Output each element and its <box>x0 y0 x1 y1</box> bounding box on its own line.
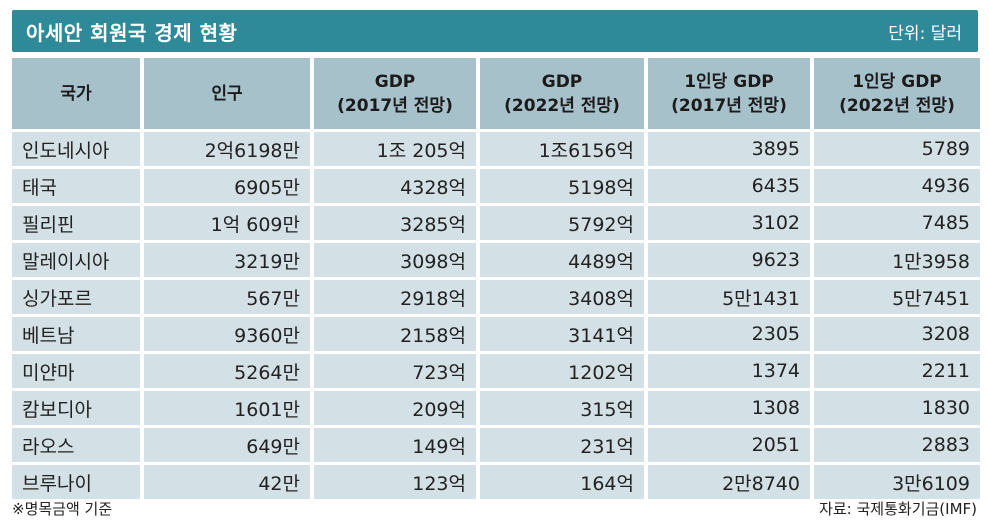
cell-gdp-per-capita-2022: 5만7451 <box>814 280 980 314</box>
cell-gdp-2022: 231억 <box>480 428 644 462</box>
header-label: GDP <box>541 71 583 92</box>
header-sublabel: (2017년 전망) <box>671 95 787 116</box>
unit-label: 단위: 달러 <box>888 23 962 44</box>
header-label: GDP <box>374 71 416 92</box>
cell-gdp-2017: 1조 205억 <box>314 132 476 166</box>
cell-population: 649만 <box>144 428 310 462</box>
source-note: 자료: 국제통화기금(IMF) <box>819 500 977 518</box>
cell-gdp-2017: 723억 <box>314 354 476 388</box>
cell-gdp-2022: 3141억 <box>480 317 644 351</box>
cell-gdp-2017: 209억 <box>314 391 476 425</box>
header-country: 국가 <box>12 58 140 129</box>
header-label: 인구 <box>211 83 243 104</box>
cell-gdp-2022: 1202억 <box>480 354 644 388</box>
cell-gdp-2017: 3285억 <box>314 206 476 240</box>
cell-country: 캄보디아 <box>12 391 140 425</box>
cell-population: 1601만 <box>144 391 310 425</box>
header-sublabel: (2022년 전망) <box>504 95 620 116</box>
header-gdp-per-capita-2017: 1인당 GDP (2017년 전망) <box>648 58 810 129</box>
cell-gdp-2017: 123억 <box>314 465 476 499</box>
cell-gdp-per-capita-2017: 3102 <box>648 206 810 240</box>
cell-gdp-per-capita-2017: 9623 <box>648 243 810 277</box>
cell-gdp-2017: 4328억 <box>314 169 476 203</box>
cell-gdp-2022: 164억 <box>480 465 644 499</box>
header-population: 인구 <box>144 58 310 129</box>
cell-gdp-per-capita-2022: 3만6109 <box>814 465 980 499</box>
cell-population: 2억6198만 <box>144 132 310 166</box>
cell-gdp-2017: 149억 <box>314 428 476 462</box>
cell-population: 6905만 <box>144 169 310 203</box>
cell-country: 라오스 <box>12 428 140 462</box>
cell-gdp-per-capita-2022: 4936 <box>814 169 980 203</box>
cell-gdp-per-capita-2017: 5만1431 <box>648 280 810 314</box>
cell-gdp-per-capita-2022: 2211 <box>814 354 980 388</box>
header-label: 1인당 GDP <box>684 71 774 92</box>
cell-gdp-2022: 4489억 <box>480 243 644 277</box>
cell-gdp-2022: 315억 <box>480 391 644 425</box>
cell-population: 3219만 <box>144 243 310 277</box>
cell-gdp-2017: 2918억 <box>314 280 476 314</box>
cell-population: 42만 <box>144 465 310 499</box>
cell-gdp-2022: 3408억 <box>480 280 644 314</box>
header-label: 국가 <box>60 83 92 104</box>
title-bar: 아세안 회원국 경제 현황 단위: 달러 <box>12 10 978 52</box>
cell-gdp-2022: 5792억 <box>480 206 644 240</box>
cell-population: 567만 <box>144 280 310 314</box>
header-label: 1인당 GDP <box>852 71 942 92</box>
cell-gdp-2022: 5198억 <box>480 169 644 203</box>
header-gdp-per-capita-2022: 1인당 GDP (2022년 전망) <box>814 58 980 129</box>
cell-country: 태국 <box>12 169 140 203</box>
cell-gdp-per-capita-2022: 1만3958 <box>814 243 980 277</box>
cell-country: 싱가포르 <box>12 280 140 314</box>
data-table: 국가 인구 GDP (2017년 전망) GDP (2022년 전망) 1인당 GDP (20… <box>12 58 980 499</box>
table-title: 아세안 회원국 경제 현황 <box>26 20 238 45</box>
cell-gdp-per-capita-2022: 3208 <box>814 317 980 351</box>
header-gdp-2022: GDP (2022년 전망) <box>480 58 644 129</box>
cell-gdp-per-capita-2022: 7485 <box>814 206 980 240</box>
header-sublabel: (2022년 전망) <box>839 95 955 116</box>
cell-gdp-per-capita-2017: 1308 <box>648 391 810 425</box>
cell-gdp-per-capita-2022: 1830 <box>814 391 980 425</box>
cell-population: 9360만 <box>144 317 310 351</box>
cell-country: 브루나이 <box>12 465 140 499</box>
cell-gdp-per-capita-2017: 6435 <box>648 169 810 203</box>
cell-gdp-2017: 2158억 <box>314 317 476 351</box>
cell-gdp-per-capita-2017: 2만8740 <box>648 465 810 499</box>
cell-gdp-per-capita-2017: 1374 <box>648 354 810 388</box>
cell-gdp-per-capita-2017: 2051 <box>648 428 810 462</box>
cell-gdp-2017: 3098억 <box>314 243 476 277</box>
cell-country: 미얀마 <box>12 354 140 388</box>
cell-gdp-per-capita-2022: 5789 <box>814 132 980 166</box>
cell-country: 인도네시아 <box>12 132 140 166</box>
cell-population: 1억 609만 <box>144 206 310 240</box>
cell-country: 필리핀 <box>12 206 140 240</box>
header-gdp-2017: GDP (2017년 전망) <box>314 58 476 129</box>
cell-gdp-per-capita-2022: 2883 <box>814 428 980 462</box>
header-sublabel: (2017년 전망) <box>337 95 453 116</box>
cell-country: 말레이시아 <box>12 243 140 277</box>
footnote: ※명목금액 기준 <box>12 500 113 518</box>
cell-gdp-2022: 1조6156억 <box>480 132 644 166</box>
cell-population: 5264만 <box>144 354 310 388</box>
cell-country: 베트남 <box>12 317 140 351</box>
cell-gdp-per-capita-2017: 3895 <box>648 132 810 166</box>
cell-gdp-per-capita-2017: 2305 <box>648 317 810 351</box>
